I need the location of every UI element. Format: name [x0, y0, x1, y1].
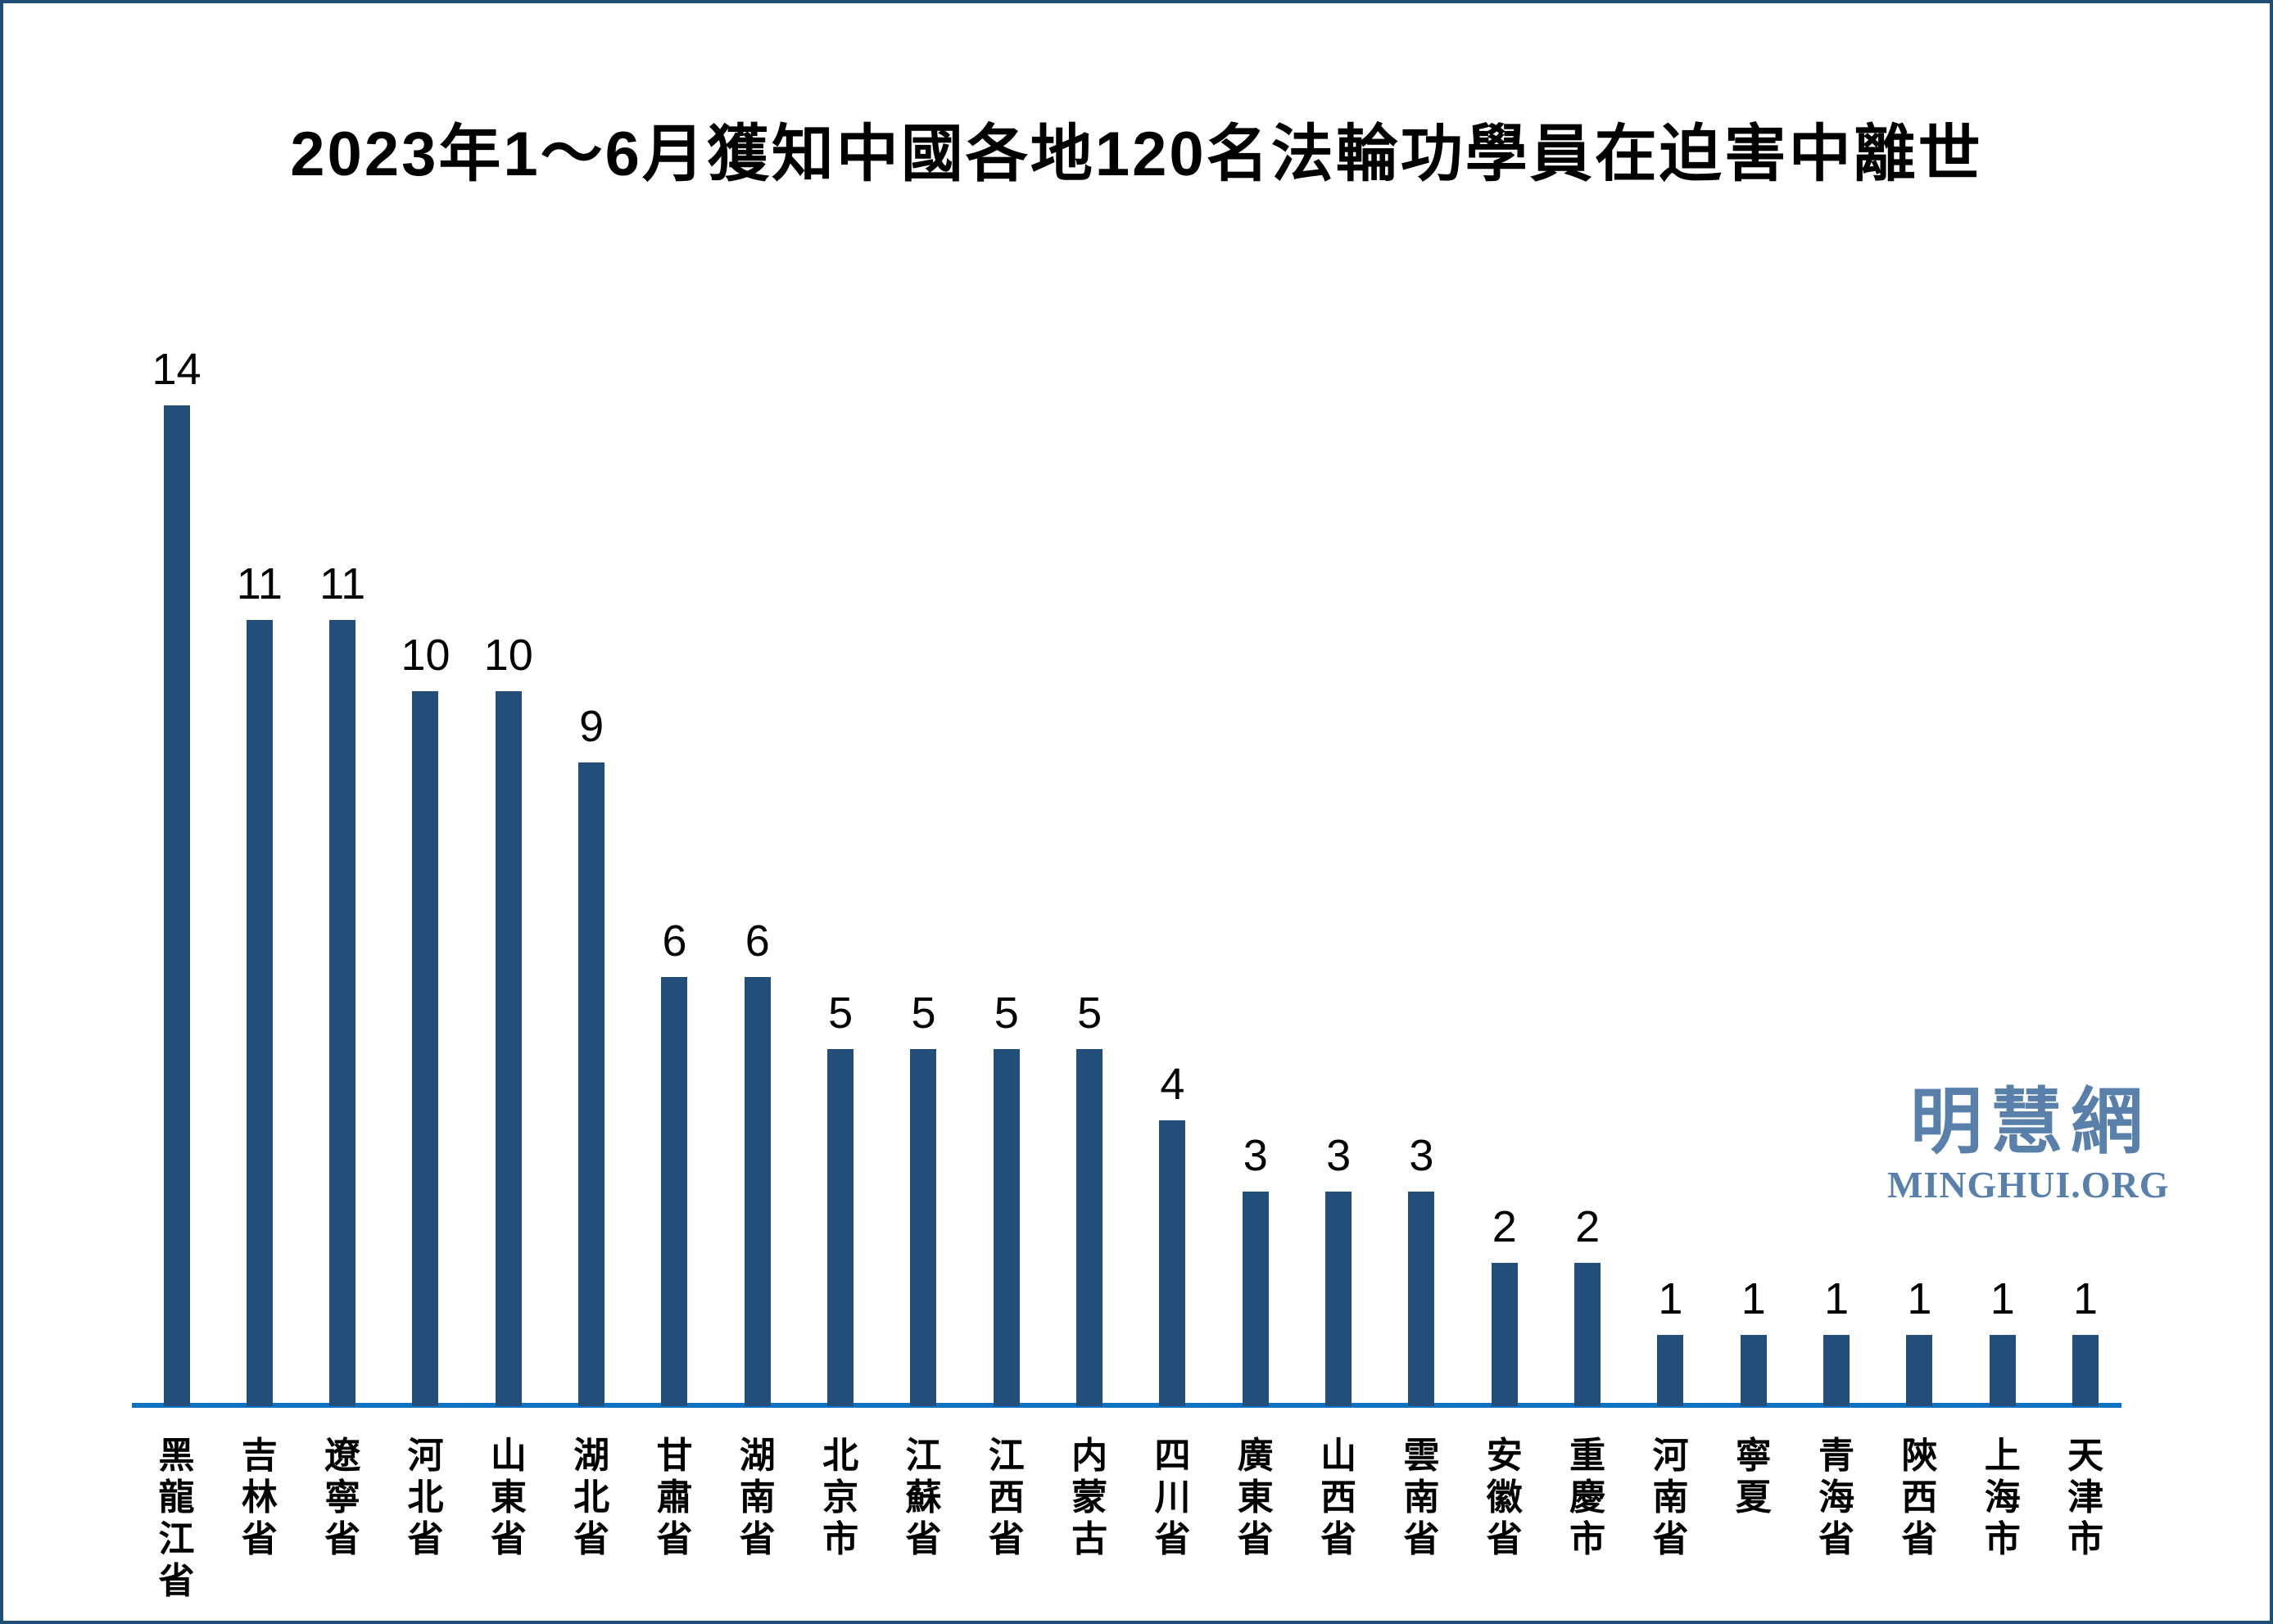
- bar-value-label: 10: [483, 631, 533, 680]
- bar: [1906, 1334, 1933, 1406]
- category-label: 湖南省: [739, 1436, 776, 1559]
- bar-value-label: 5: [911, 988, 936, 1038]
- x-axis-line: [132, 1403, 2121, 1408]
- category-label: 河南省: [1652, 1436, 1689, 1559]
- bar-value-label: 2: [1492, 1202, 1517, 1252]
- bar: [1657, 1334, 1684, 1406]
- category-label: 湖北省: [573, 1436, 610, 1559]
- bar: [578, 762, 605, 1406]
- chart-title: 2023年1～6月獲知中國各地120名法輪功學員在迫害中離世: [290, 120, 1983, 189]
- category-label: 陝西省: [1901, 1436, 1938, 1559]
- bar-value-label: 3: [1326, 1131, 1352, 1181]
- bar: [1242, 1192, 1269, 1406]
- bar: [827, 1048, 854, 1406]
- category-label: 甘肅省: [656, 1436, 693, 1559]
- category-label: 四川省: [1154, 1436, 1191, 1559]
- bar: [1325, 1192, 1352, 1406]
- bar-value-label: 1: [1824, 1273, 1850, 1323]
- bar: [163, 405, 190, 1406]
- bar: [1491, 1263, 1518, 1406]
- category-label: 雲南省: [1403, 1436, 1440, 1559]
- watermark: 明慧網 MINGHUI.ORG: [1887, 1081, 2170, 1206]
- bar: [1159, 1120, 1186, 1406]
- bar: [910, 1048, 937, 1406]
- category-label: 河北省: [407, 1436, 444, 1559]
- bar: [495, 691, 522, 1406]
- bar-value-label: 9: [579, 702, 604, 752]
- category-label: 吉林省: [241, 1436, 278, 1559]
- category-label: 青海省: [1818, 1436, 1855, 1559]
- bar-value-label: 6: [662, 916, 687, 966]
- category-label: 江西省: [988, 1436, 1025, 1559]
- category-label: 内蒙古: [1071, 1436, 1108, 1559]
- bar-value-label: 3: [1243, 1131, 1268, 1181]
- bar-value-label: 5: [1077, 988, 1103, 1038]
- category-label: 山西省: [1320, 1436, 1357, 1559]
- category-label: 江蘇省: [905, 1436, 942, 1559]
- bar: [1823, 1334, 1850, 1406]
- plot-area: 14 黑龍江省 11 吉林省 11 遼寧省 10 河北省 10 山東省 9 湖北省 6 甘肅省 6 湖南省 5 北…: [3, 3, 2270, 1621]
- bar-value-label: 5: [994, 988, 1019, 1038]
- bar-value-label: 14: [152, 344, 201, 394]
- bar: [1574, 1263, 1601, 1406]
- bar: [661, 977, 688, 1406]
- category-label: 寧夏: [1735, 1436, 1772, 1518]
- bar-value-label: 11: [236, 559, 283, 608]
- bar-value-label: 2: [1575, 1202, 1601, 1252]
- bar: [1740, 1334, 1767, 1406]
- category-label: 廣東省: [1237, 1436, 1274, 1559]
- bar: [993, 1048, 1020, 1406]
- bar: [412, 691, 439, 1406]
- bar: [1408, 1192, 1435, 1406]
- bar: [329, 619, 356, 1406]
- bar: [1989, 1334, 2016, 1406]
- category-label: 北京市: [822, 1436, 859, 1559]
- bar: [2072, 1334, 2099, 1406]
- category-label: 重慶市: [1569, 1436, 1606, 1559]
- category-label: 安徽省: [1486, 1436, 1523, 1559]
- category-label: 山東省: [490, 1436, 527, 1559]
- watermark-cjk-logo: 明慧網: [1909, 1081, 2151, 1162]
- category-label: 上海市: [1984, 1436, 2021, 1559]
- bar-value-label: 6: [745, 916, 770, 966]
- bar-value-label: 1: [1741, 1273, 1766, 1323]
- bar-value-label: 1: [1990, 1273, 2015, 1323]
- category-label: 遼寧省: [324, 1436, 361, 1559]
- category-label: 天津市: [2067, 1436, 2104, 1559]
- bar-value-label: 1: [1658, 1273, 1683, 1323]
- watermark-site-name: MINGHUI.ORG: [1887, 1164, 2170, 1206]
- bar: [1076, 1048, 1103, 1406]
- bar-value-label: 1: [1907, 1273, 1932, 1323]
- bar-value-label: 10: [401, 631, 451, 680]
- bar: [744, 977, 771, 1406]
- bar-value-label: 3: [1409, 1131, 1434, 1181]
- bar-value-label: 1: [2073, 1273, 2099, 1323]
- bar-value-label: 11: [319, 559, 366, 608]
- bar: [246, 619, 273, 1406]
- category-label: 黑龍江省: [158, 1436, 195, 1601]
- bar-value-label: 5: [828, 988, 854, 1038]
- bar-value-label: 4: [1160, 1059, 1185, 1109]
